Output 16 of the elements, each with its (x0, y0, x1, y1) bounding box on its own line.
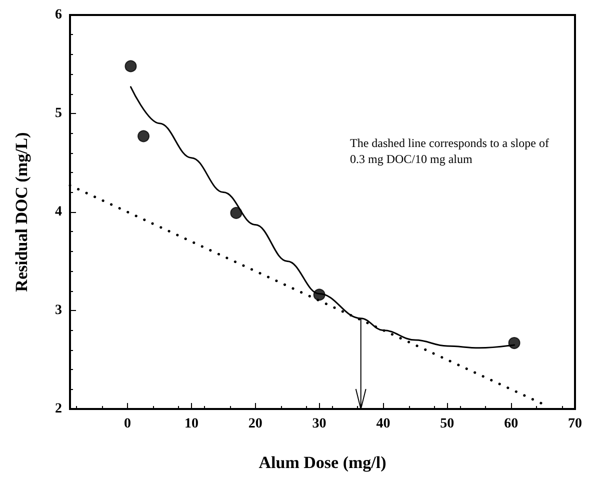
y-axis-title: Residual DOC (mg/L) (12, 132, 31, 292)
x-tick-label: 70 (568, 416, 582, 432)
y-tick-label: 4 (55, 204, 62, 220)
y-tick-label: 2 (55, 402, 62, 416)
x-tick-label: 10 (184, 416, 198, 432)
x-tick-label: 20 (248, 416, 262, 432)
x-tick-label: 50 (440, 416, 454, 432)
x-axis-title: Alum Dose (mg/l) (258, 453, 386, 472)
y-tick-label: 3 (55, 303, 62, 318)
y-tick-label: 5 (55, 106, 62, 121)
y-tick-label: 6 (55, 8, 62, 22)
x-tick-label: 60 (504, 416, 518, 432)
x-tick-label: 30 (312, 416, 326, 432)
annotation: The dashed line corresponds to a slope of 0.3 mg DOC/10 mg alum (350, 136, 549, 166)
x-tick-label: 0 (124, 416, 132, 432)
x-tick-label: 40 (376, 416, 390, 432)
